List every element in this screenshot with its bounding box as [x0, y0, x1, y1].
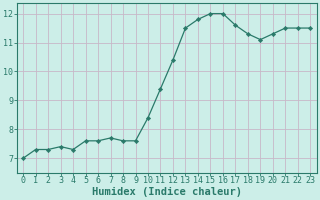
X-axis label: Humidex (Indice chaleur): Humidex (Indice chaleur): [92, 186, 242, 197]
